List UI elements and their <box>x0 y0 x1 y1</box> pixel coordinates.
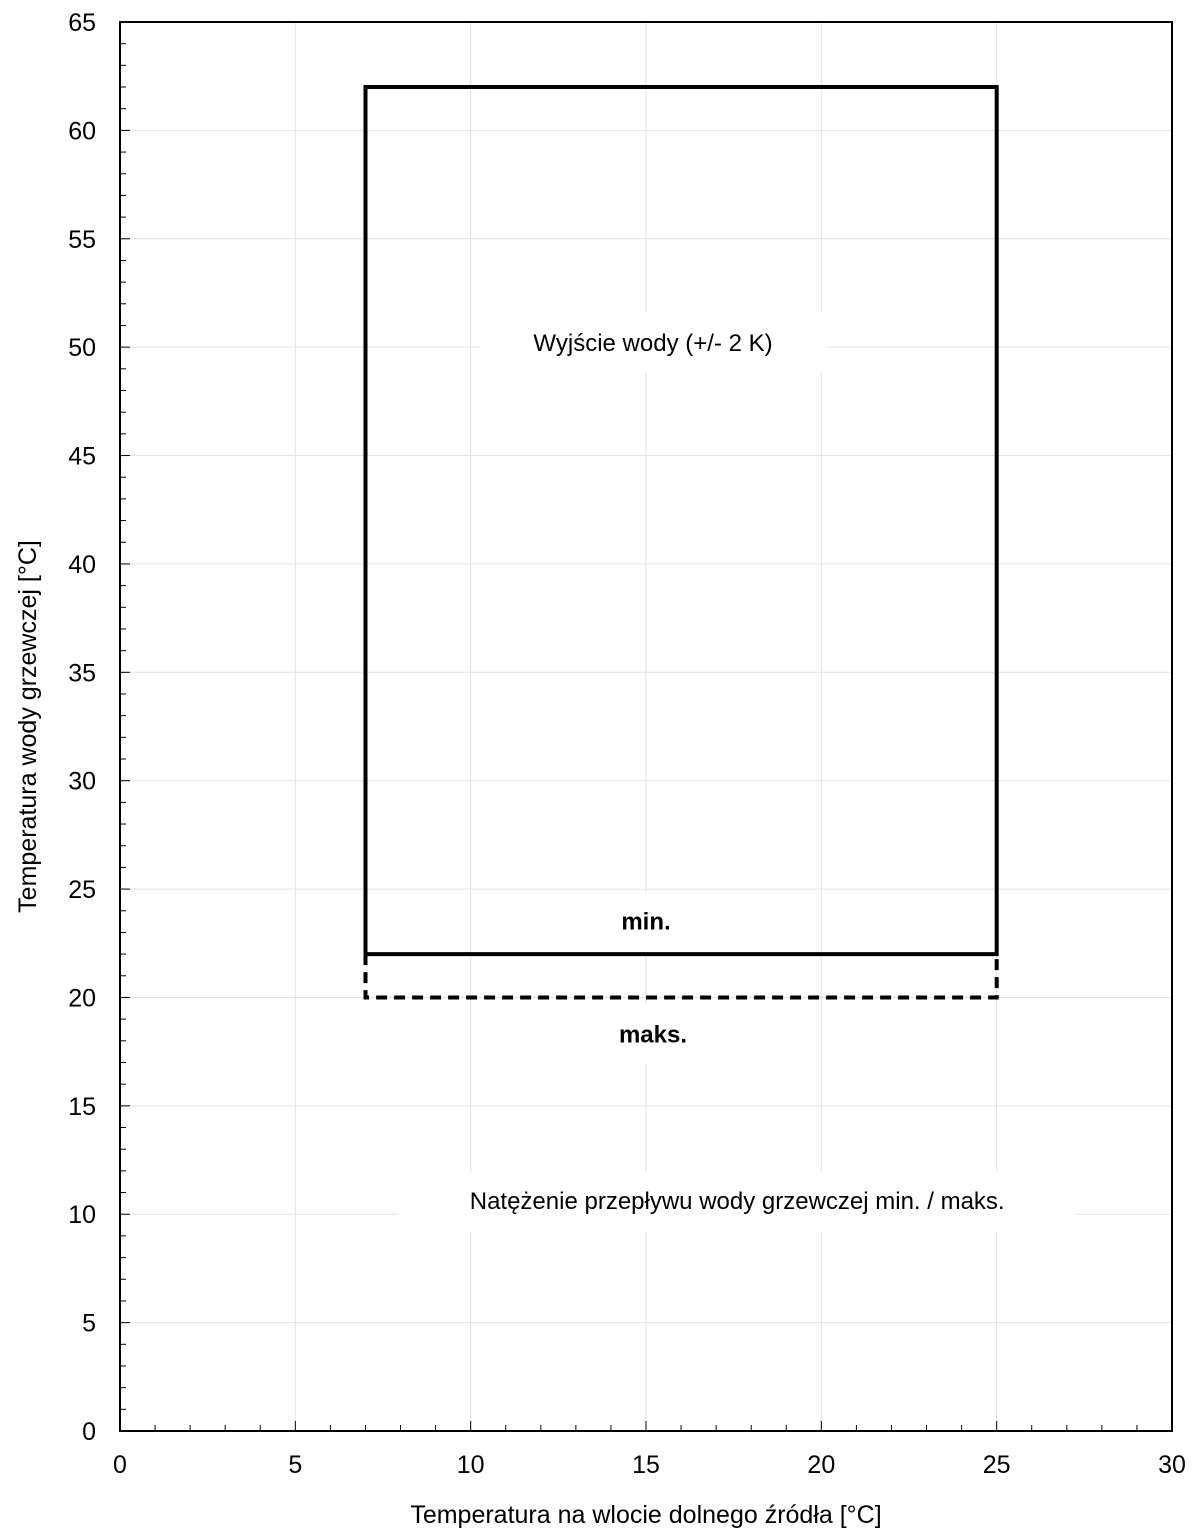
annotation-background <box>479 312 827 373</box>
x-tick-label: 15 <box>632 1451 660 1479</box>
y-tick-label: 40 <box>68 551 96 579</box>
x-tick-label: 10 <box>457 1451 485 1479</box>
y-tick-label: 55 <box>68 226 96 254</box>
annotations: Wyjście wody (+/- 2 K) min. maks. Natężenie… <box>398 312 1076 1232</box>
y-tick-label: 5 <box>82 1310 96 1338</box>
y-tick-label: 60 <box>68 117 96 145</box>
y-tick-label: 50 <box>68 334 96 362</box>
y-tick-label: 25 <box>68 876 96 904</box>
annotation-flow: Natężenie przepływu wody grzewczej min. … <box>470 1188 1005 1215</box>
x-tick-label: 20 <box>807 1451 835 1479</box>
annotation-max: maks. <box>619 1021 687 1048</box>
operating-range-boundary-line <box>363 85 999 957</box>
annotation-min: min. <box>621 909 670 936</box>
y-tick-label: 45 <box>68 443 96 471</box>
x-tick-label: 0 <box>113 1451 127 1479</box>
max-flow-boundary-line <box>363 954 999 1000</box>
series-group <box>363 85 999 1000</box>
y-tick-label: 35 <box>68 659 96 687</box>
annotation-background <box>590 891 702 952</box>
annotation-background <box>398 1171 1076 1232</box>
y-tick-label: 10 <box>68 1201 96 1229</box>
y-tick-label: 20 <box>68 984 96 1012</box>
annotation-background <box>590 1004 717 1065</box>
x-tick-label: 30 <box>1158 1451 1186 1479</box>
x-tick-label: 25 <box>983 1451 1011 1479</box>
annotation-outlet: Wyjście wody (+/- 2 K) <box>533 330 772 357</box>
y-tick-label: 30 <box>68 768 96 796</box>
axis-ticks: 0 5 10 15 20 25 30 0 5 10 15 20 25 30 35 40 45 50 55 60 65 <box>68 9 1186 1479</box>
y-tick-label: 65 <box>68 9 96 37</box>
y-tick-label: 0 <box>82 1418 96 1446</box>
x-tick-label: 5 <box>288 1451 302 1479</box>
y-axis-label: Temperatura wody grzewczej [°C] <box>14 540 42 913</box>
x-axis-label: Temperatura na wlocie dolnego źródła [°C… <box>410 1501 881 1529</box>
y-tick-label: 15 <box>68 1093 96 1121</box>
